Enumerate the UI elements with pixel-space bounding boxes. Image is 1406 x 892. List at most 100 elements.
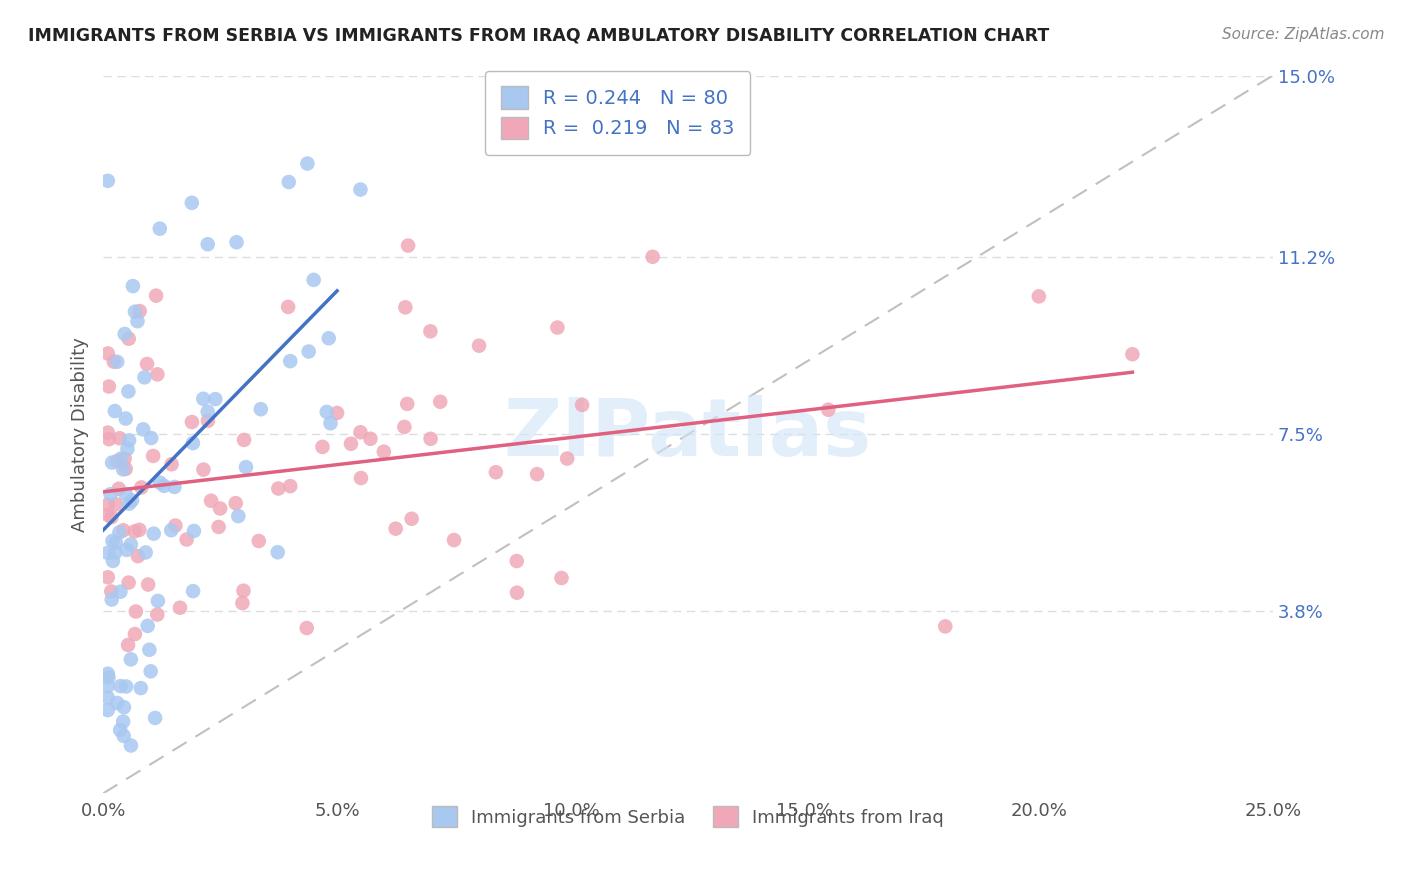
- Point: [97, 379, 120, 393]
- Point: [181, 584, 204, 599]
- Point: [100, 584, 122, 599]
- Point: [419, 324, 441, 338]
- Point: [934, 619, 956, 633]
- Point: [247, 533, 270, 548]
- Point: [571, 398, 593, 412]
- Point: [105, 355, 128, 369]
- Point: [114, 326, 136, 341]
- Point: [112, 524, 135, 538]
- Point: [104, 545, 127, 559]
- Point: [209, 501, 232, 516]
- Point: [267, 482, 290, 496]
- Point: [128, 523, 150, 537]
- Point: [233, 433, 256, 447]
- Point: [384, 522, 406, 536]
- Point: [204, 392, 226, 406]
- Point: [146, 368, 169, 382]
- Point: [136, 357, 159, 371]
- Text: ZIPatlas: ZIPatlas: [503, 395, 872, 474]
- Point: [396, 238, 419, 252]
- Point: [197, 237, 219, 252]
- Point: [117, 575, 139, 590]
- Point: [97, 508, 120, 522]
- Point: [97, 666, 120, 681]
- Point: [278, 479, 301, 493]
- Point: [506, 554, 529, 568]
- Point: [97, 432, 120, 446]
- Point: [114, 451, 136, 466]
- Point: [142, 526, 165, 541]
- Point: [128, 304, 150, 318]
- Point: [546, 320, 568, 334]
- Point: [176, 533, 198, 547]
- Point: [197, 414, 219, 428]
- Point: [108, 723, 131, 737]
- Point: [117, 638, 139, 652]
- Point: [112, 700, 135, 714]
- Text: Source: ZipAtlas.com: Source: ZipAtlas.com: [1222, 27, 1385, 42]
- Point: [169, 600, 191, 615]
- Point: [97, 703, 120, 717]
- Point: [97, 679, 120, 693]
- Point: [1121, 347, 1143, 361]
- Point: [127, 549, 149, 563]
- Point: [112, 729, 135, 743]
- Point: [200, 493, 222, 508]
- Point: [318, 331, 340, 345]
- Point: [121, 493, 143, 508]
- Point: [108, 431, 131, 445]
- Point: [225, 235, 247, 250]
- Point: [429, 394, 451, 409]
- Point: [139, 665, 162, 679]
- Point: [97, 346, 120, 360]
- Point: [298, 344, 321, 359]
- Point: [120, 537, 142, 551]
- Point: [129, 681, 152, 695]
- Point: [526, 467, 548, 482]
- Point: [232, 583, 254, 598]
- Point: [401, 512, 423, 526]
- Point: [124, 304, 146, 318]
- Point: [373, 444, 395, 458]
- Point: [197, 405, 219, 419]
- Point: [506, 585, 529, 599]
- Point: [443, 533, 465, 547]
- Point: [419, 432, 441, 446]
- Point: [110, 679, 132, 693]
- Point: [136, 619, 159, 633]
- Point: [97, 546, 120, 560]
- Point: [108, 525, 131, 540]
- Point: [118, 434, 141, 448]
- Point: [100, 510, 122, 524]
- Point: [112, 714, 135, 729]
- Point: [302, 273, 325, 287]
- Point: [97, 670, 120, 684]
- Point: [110, 451, 132, 466]
- Point: [112, 462, 135, 476]
- Point: [117, 384, 139, 399]
- Point: [340, 437, 363, 451]
- Point: [1028, 289, 1050, 303]
- Y-axis label: Ambulatory Disability: Ambulatory Disability: [72, 337, 89, 532]
- Point: [146, 594, 169, 608]
- Point: [101, 554, 124, 568]
- Point: [97, 174, 120, 188]
- Legend: Immigrants from Serbia, Immigrants from Iraq: Immigrants from Serbia, Immigrants from …: [425, 799, 952, 835]
- Point: [122, 279, 145, 293]
- Point: [149, 475, 172, 490]
- Point: [555, 451, 578, 466]
- Point: [226, 509, 249, 524]
- Point: [641, 250, 664, 264]
- Point: [468, 339, 491, 353]
- Point: [319, 416, 342, 430]
- Point: [326, 406, 349, 420]
- Point: [118, 497, 141, 511]
- Point: [315, 405, 337, 419]
- Point: [193, 392, 215, 406]
- Point: [485, 465, 508, 479]
- Point: [394, 301, 416, 315]
- Point: [105, 454, 128, 468]
- Point: [207, 520, 229, 534]
- Point: [101, 533, 124, 548]
- Point: [103, 354, 125, 368]
